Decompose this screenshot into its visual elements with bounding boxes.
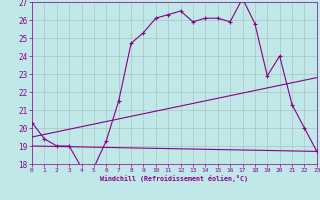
X-axis label: Windchill (Refroidissement éolien,°C): Windchill (Refroidissement éolien,°C) [100, 175, 248, 182]
